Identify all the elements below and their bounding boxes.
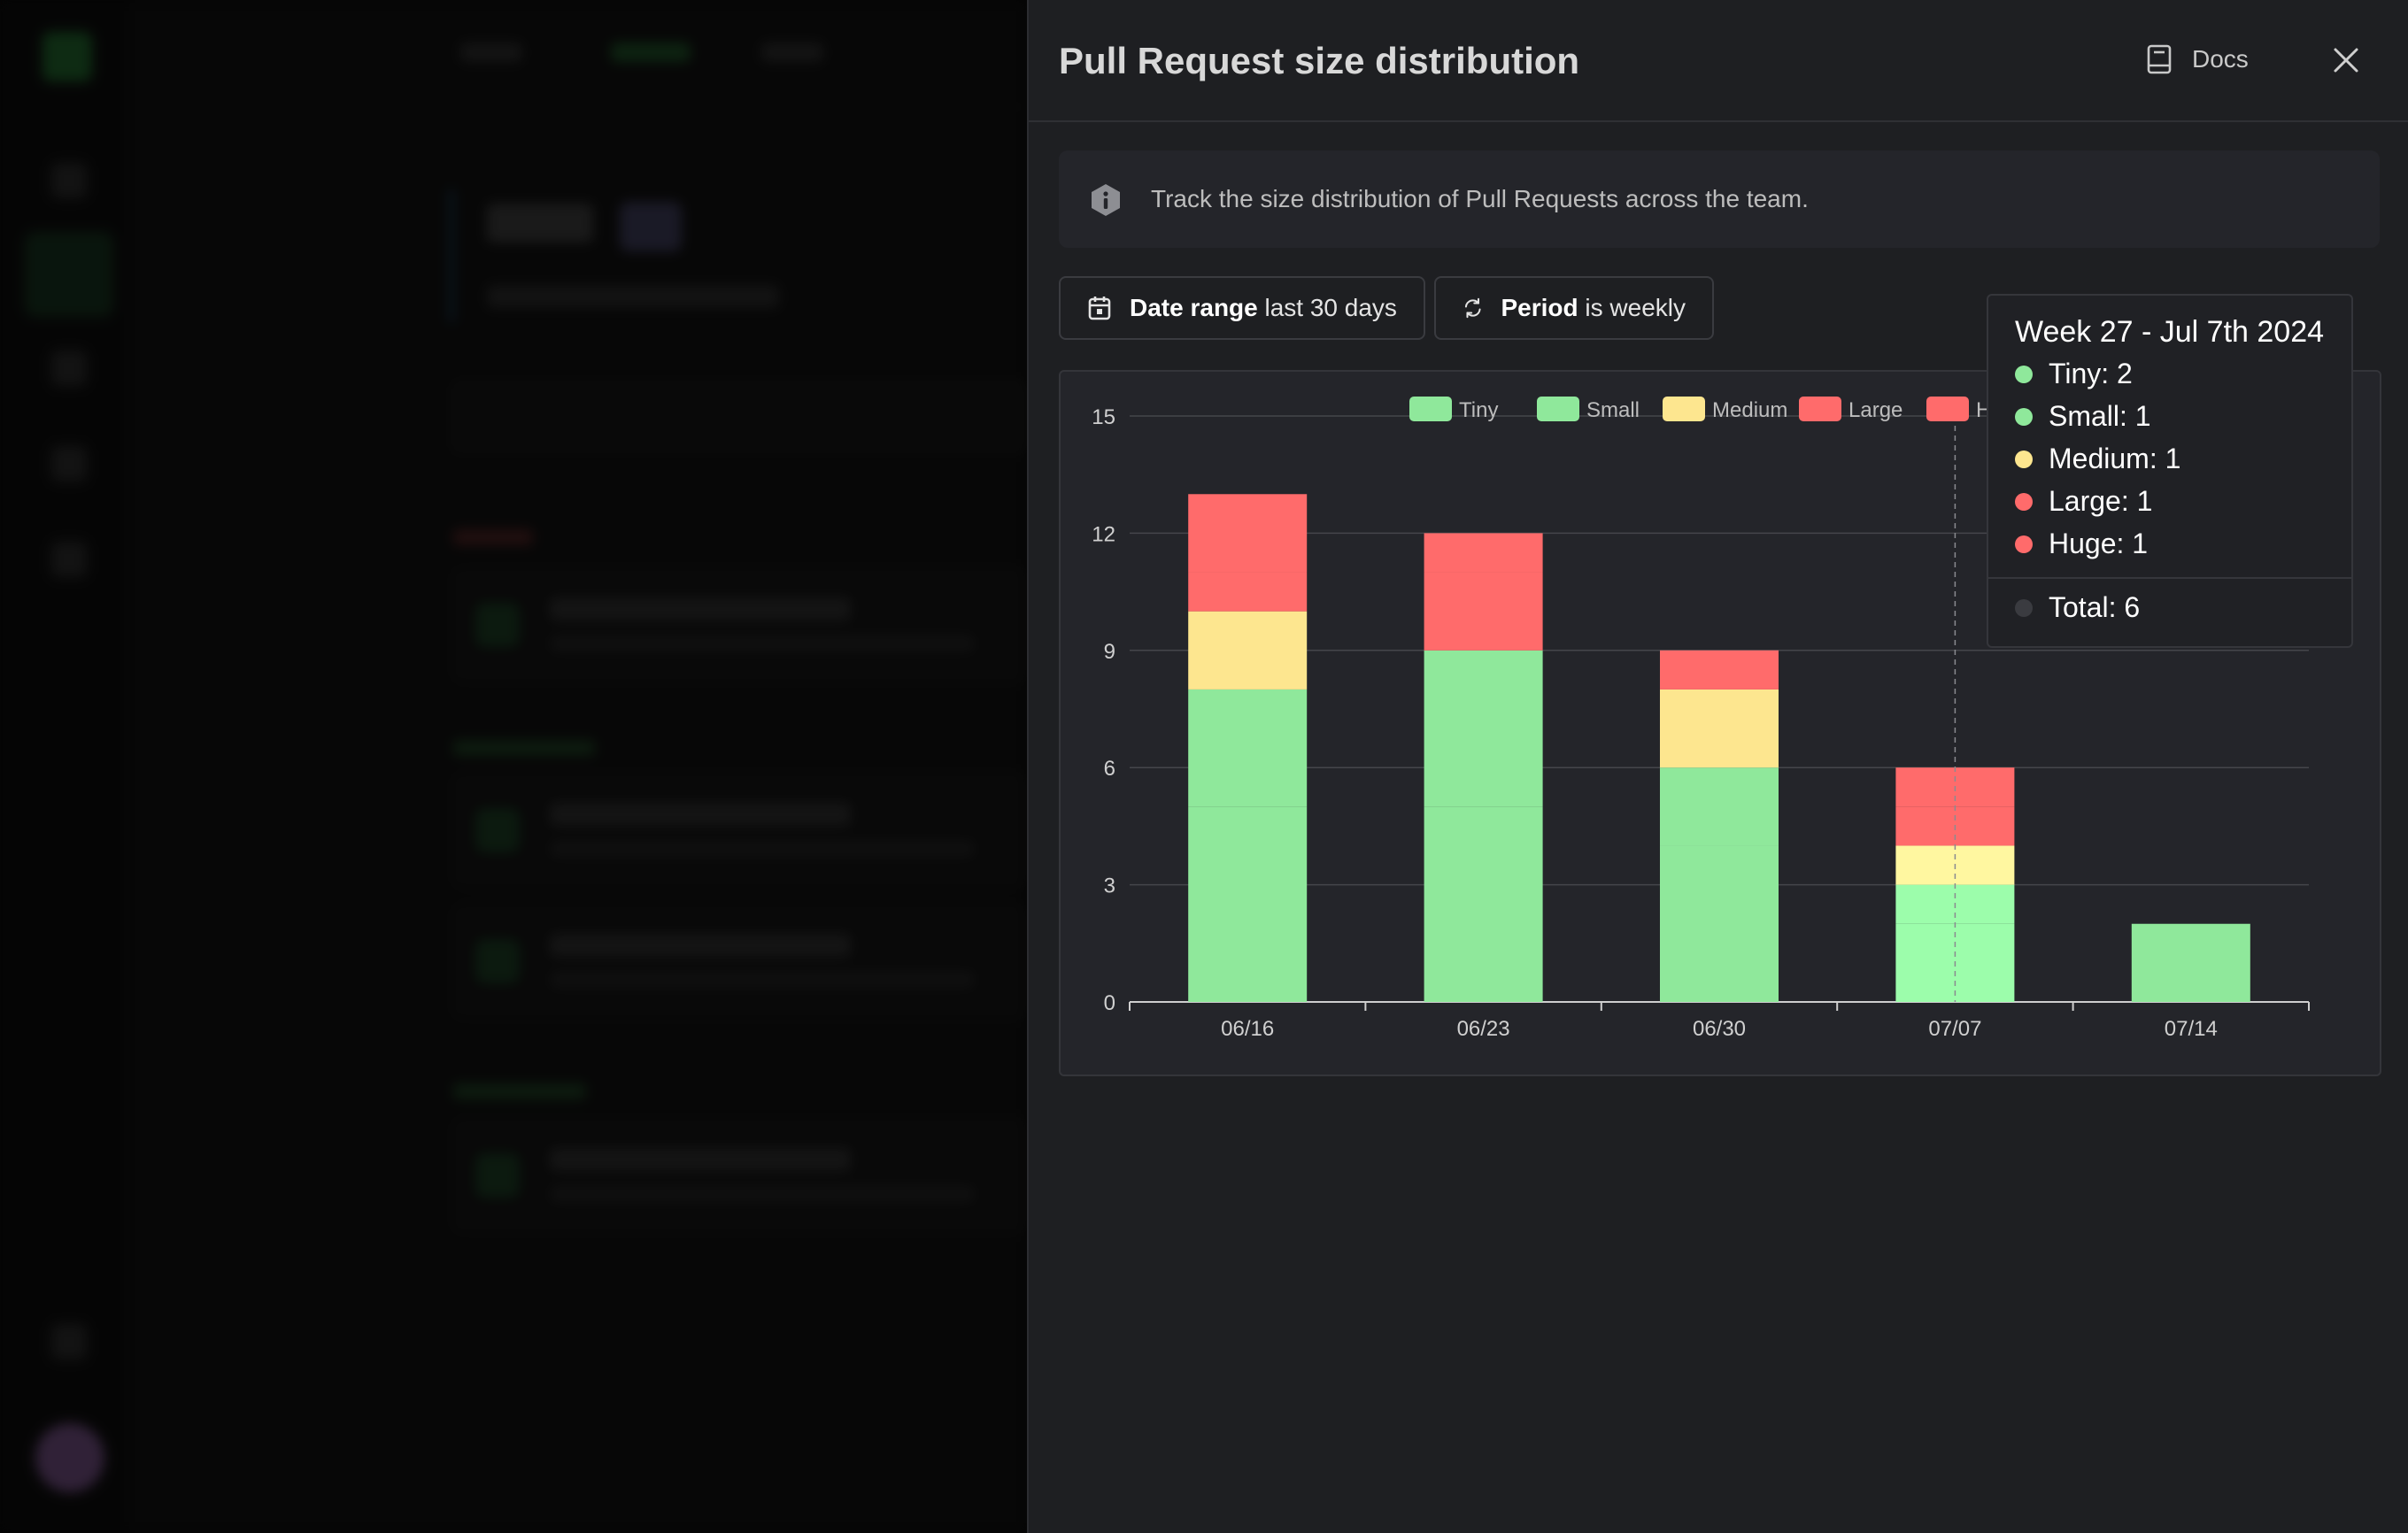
bar-segment-tiny [1660, 845, 1779, 1002]
bar-segment-tiny [1424, 806, 1543, 1002]
bar-segment-small [1424, 650, 1543, 807]
legend-swatch-large [1799, 397, 1841, 421]
bar-segment-medium [1188, 611, 1308, 689]
panel-header: Pull Request size distribution Docs [1029, 0, 2408, 122]
modal-backdrop[interactable] [0, 0, 1027, 1533]
tooltip-divider [1988, 577, 2351, 579]
bar-segment-small [1660, 767, 1779, 846]
bar-segment-small [1188, 689, 1308, 807]
period-value: is weekly [1585, 294, 1686, 321]
tooltip-total-text: Total: 6 [2049, 591, 2141, 623]
tooltip-row-small: Small: 1 [2015, 400, 2151, 433]
docs-button[interactable]: Docs [2146, 39, 2249, 80]
bar-segment-huge [1424, 533, 1543, 573]
tooltip-row-huge: Huge: 1 [2015, 528, 2148, 560]
legend-label-tiny: Tiny [1459, 398, 1498, 422]
total-dot-icon [2015, 598, 2033, 617]
date-range-text: Date range last 30 days [1130, 294, 1397, 322]
legend-label-small: Small [1586, 398, 1640, 422]
date-range-value: last 30 days [1264, 294, 1397, 321]
bar-segment-large [1660, 650, 1779, 689]
bar-segment-large [1188, 572, 1308, 612]
period-text: Period is weekly [1501, 294, 1686, 322]
legend-swatch-medium [1663, 397, 1705, 421]
book-icon [2147, 44, 2172, 74]
chart-tooltip: Week 27 - Jul 7th 2024 Tiny: 2 Small: 1 … [1987, 294, 2353, 648]
period-label: Period [1501, 294, 1578, 321]
period-button[interactable]: Period is weekly [1434, 276, 1714, 340]
date-range-button[interactable]: Date range last 30 days [1059, 276, 1425, 340]
legend-label-medium: Medium [1712, 398, 1787, 422]
y-tick-label: 15 [1092, 405, 1115, 429]
tooltip-row-text: Tiny: 2 [2049, 358, 2133, 389]
calendar-icon [1088, 297, 1111, 320]
close-icon[interactable] [2327, 41, 2366, 80]
docs-label: Docs [2192, 45, 2249, 73]
x-tick-label: 06/23 [1457, 1017, 1510, 1041]
bar-segment-huge [1188, 494, 1308, 573]
x-tick-label: 07/14 [2165, 1017, 2218, 1041]
legend-label-large: Large [1848, 398, 1902, 422]
tooltip-row-text: Small: 1 [2049, 400, 2151, 432]
legend-swatch-huge [1926, 397, 1969, 421]
legend-swatch-small [1537, 397, 1579, 421]
metric-panel: Pull Request size distribution Docs Trac… [1027, 0, 2408, 1533]
page-title: Pull Request size distribution [1059, 40, 1580, 81]
large-dot-icon [2015, 492, 2033, 511]
tooltip-row-total: Total: 6 [2015, 591, 2140, 624]
huge-dot-icon [2015, 535, 2033, 553]
tiny-dot-icon [2015, 365, 2033, 383]
tooltip-title: Week 27 - Jul 7th 2024 [2015, 315, 2325, 349]
info-icon [1092, 184, 1120, 216]
info-banner: Track the size distribution of Pull Requ… [1059, 150, 2380, 248]
medium-dot-icon [2015, 450, 2033, 468]
y-tick-label: 0 [1104, 991, 1115, 1015]
tooltip-row-text: Huge: 1 [2049, 528, 2149, 559]
tooltip-row-medium: Medium: 1 [2015, 443, 2180, 475]
refresh-icon [1464, 297, 1481, 319]
y-tick-label: 6 [1104, 757, 1115, 781]
tooltip-row-text: Large: 1 [2049, 485, 2153, 517]
date-range-label: Date range [1130, 294, 1258, 321]
y-tick-label: 12 [1092, 522, 1115, 546]
bar-segment-tiny [2131, 923, 2250, 1002]
tooltip-row-large: Large: 1 [2015, 485, 2152, 518]
tooltip-row-text: Medium: 1 [2049, 443, 2181, 474]
tooltip-row-tiny: Tiny: 2 [2015, 358, 2133, 390]
chart-svg: 0 3 6 9 12 15 06/16 06/23 06/30 07/07 07/14 Tiny Sma… [1092, 397, 2310, 1041]
x-tick-label: 06/30 [1693, 1017, 1746, 1041]
x-tick-label: 06/16 [1221, 1017, 1274, 1041]
legend-swatch-tiny [1409, 397, 1452, 421]
x-tick-label: 07/07 [1928, 1017, 1981, 1041]
bar-segment-large [1424, 572, 1543, 651]
small-dot-icon [2015, 407, 2033, 426]
bar-segment-medium [1660, 689, 1779, 768]
y-tick-label: 9 [1104, 640, 1115, 664]
y-tick-label: 3 [1104, 874, 1115, 898]
info-text: Track the size distribution of Pull Requ… [1151, 185, 1809, 212]
bar-segment-tiny [1188, 806, 1308, 1002]
